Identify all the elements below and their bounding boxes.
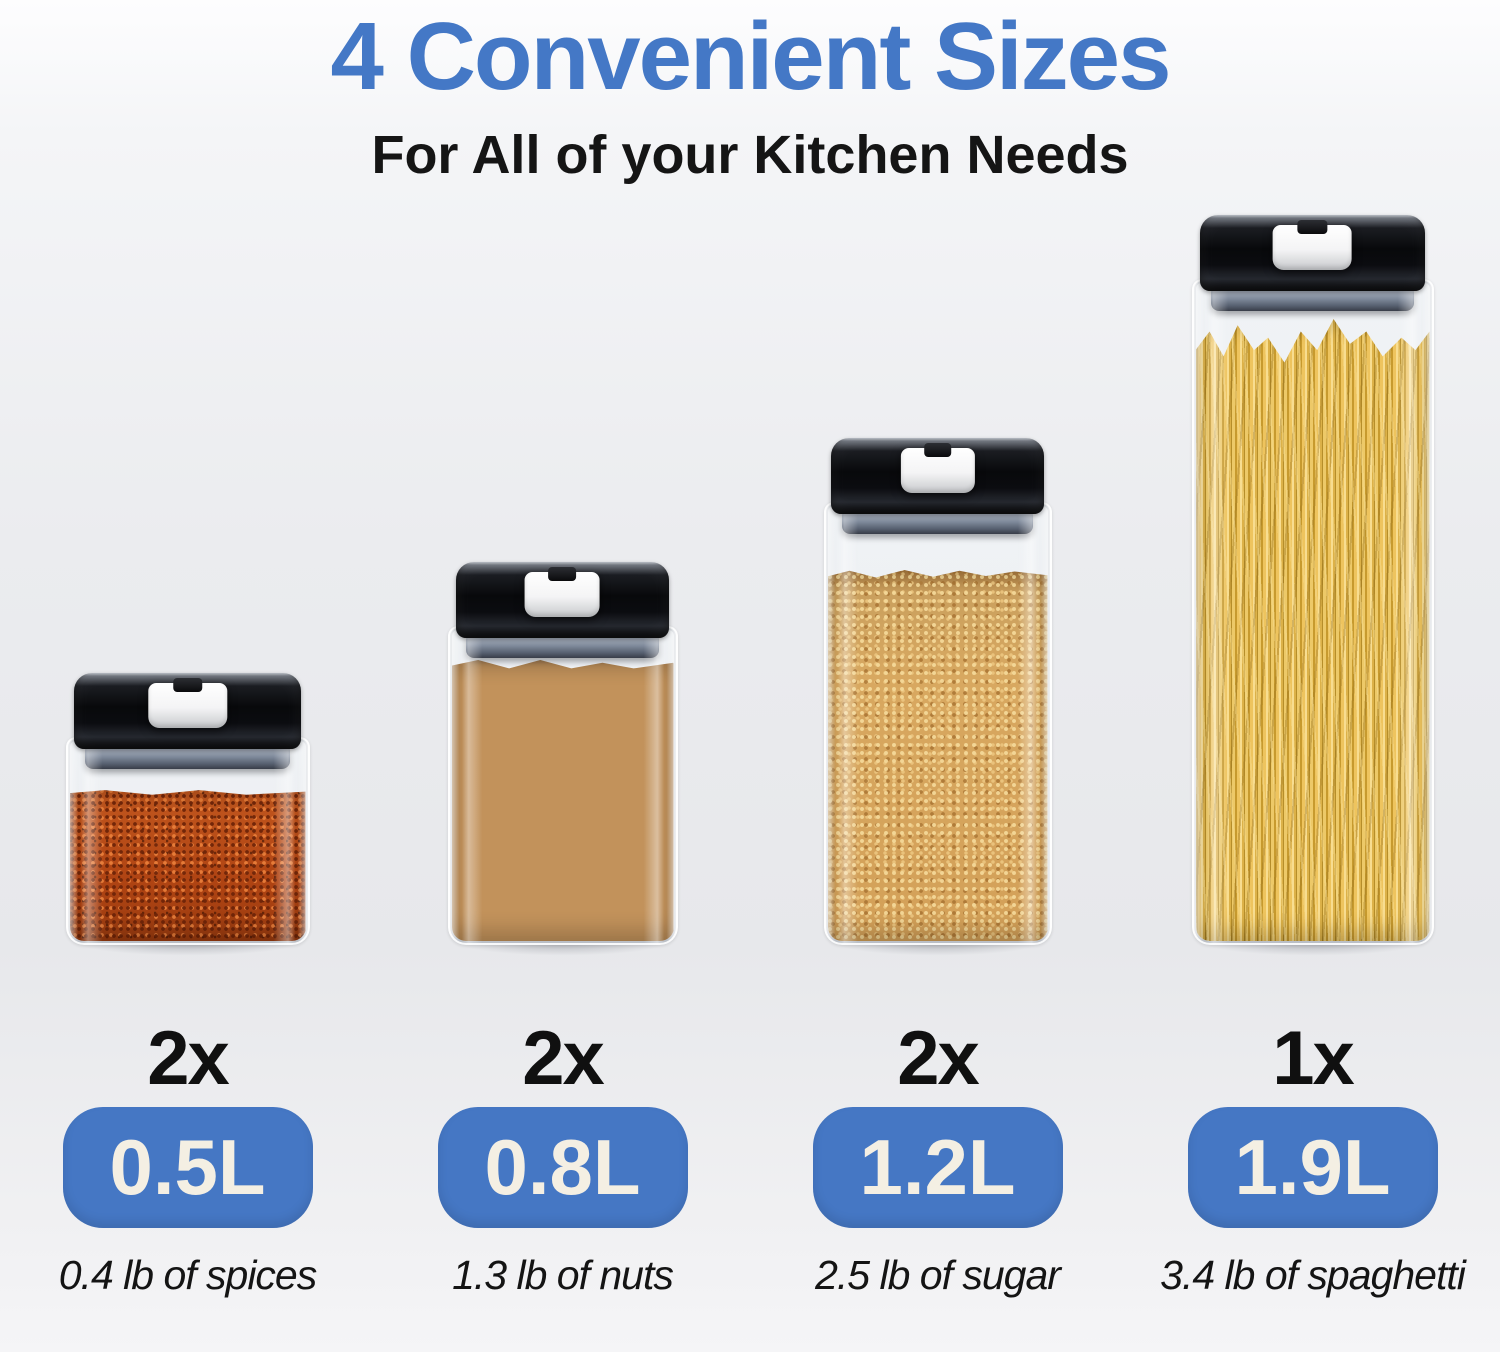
capacity-caption: 0.4 lb of spices (58, 1252, 317, 1298)
header: 4 Convenient Sizes For All of your Kitch… (0, 0, 1500, 186)
container-lid (455, 562, 670, 638)
spaghetti-content (1195, 319, 1430, 941)
size-badge: 1.9L (1187, 1107, 1438, 1228)
headline: 4 Convenient Sizes (330, 3, 1172, 110)
count-label: 2x (522, 1016, 605, 1101)
container-body (1191, 279, 1434, 945)
product-column-sugar: 2x 1.2L 2.5 lb of sugar (750, 0, 1125, 1299)
count-label: 2x (897, 1016, 980, 1101)
container-lid (831, 438, 1044, 514)
size-badge: 0.8L (437, 1107, 688, 1228)
product-column-nuts: 2x 0.8L 1.3 lb of nuts (375, 0, 750, 1299)
lid-latch-button (548, 567, 577, 582)
container-lid (74, 673, 301, 749)
container-lid (1199, 215, 1426, 291)
lid-latch-button (1297, 220, 1328, 235)
product-column-spaghetti: 1x 1.9L 3.4 lb of spaghetti (1125, 0, 1500, 1299)
count-label: 2x (147, 1016, 230, 1101)
count-label: 1x (1272, 1016, 1355, 1101)
container-sugar (791, 438, 1084, 961)
container-body (447, 626, 678, 945)
capacity-caption: 1.3 lb of nuts (452, 1252, 674, 1298)
container-spaghetti (1157, 215, 1468, 961)
lid-latch-button (172, 678, 203, 693)
size-badge: 0.5L (62, 1107, 313, 1228)
spices-content (69, 790, 306, 941)
subheadline: For All of your Kitchen Needs (371, 125, 1129, 185)
capacity-caption: 3.4 lb of spaghetti (1160, 1252, 1466, 1298)
capacity-caption: 2.5 lb of sugar (815, 1252, 1061, 1298)
lid-latch-button (923, 443, 952, 458)
nuts-content (451, 660, 674, 941)
container-spices (31, 673, 344, 961)
product-column-spices: 2x 0.5L 0.4 lb of spices (0, 0, 375, 1299)
container-body (65, 737, 310, 945)
container-body (823, 502, 1052, 945)
size-badge: 1.2L (812, 1107, 1063, 1228)
products-row: 2x 0.5L 0.4 lb of spices (0, 0, 1500, 1299)
container-nuts (415, 562, 710, 961)
sugar-content (827, 569, 1048, 941)
